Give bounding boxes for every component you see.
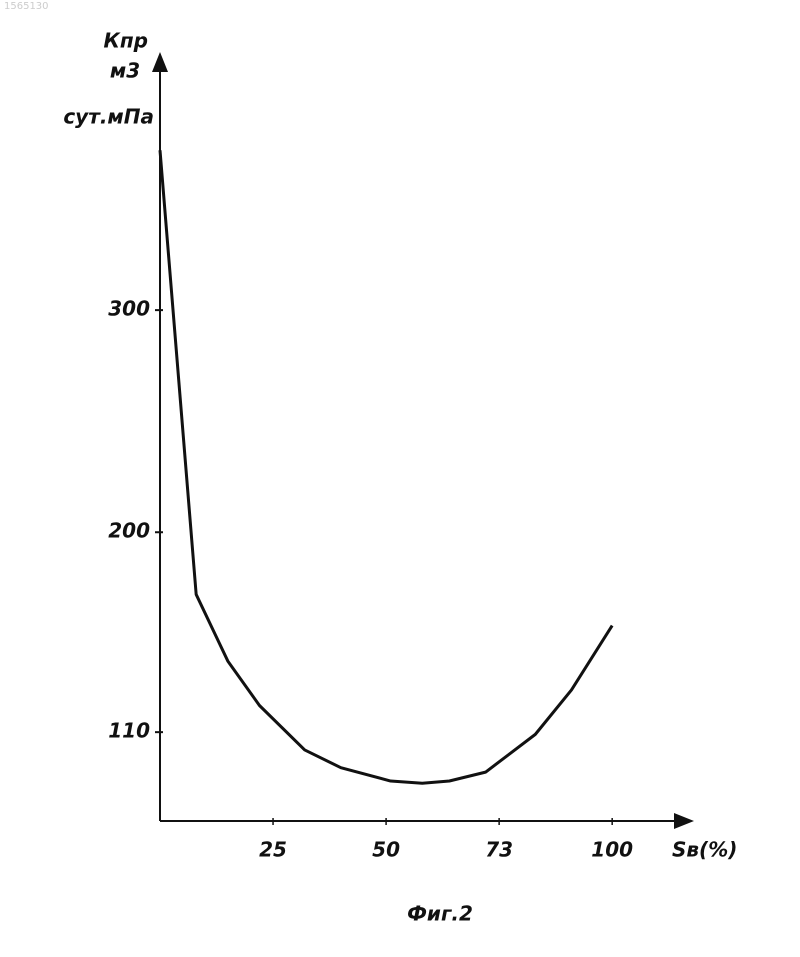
curve bbox=[160, 150, 612, 783]
x-tick-label: 73 bbox=[485, 838, 513, 862]
x-label: Sв(%) bbox=[672, 838, 737, 862]
y-tick-label: 300 bbox=[108, 297, 150, 321]
y-tick-label: 200 bbox=[108, 519, 150, 543]
document-id: 1565130 bbox=[4, 1, 49, 12]
chart: 1565130 Кпр м3 сут.мПа Sв(%) Фиг.2 110 20… bbox=[0, 0, 800, 957]
x-tick-label: 100 bbox=[591, 838, 633, 862]
y-label: м3 bbox=[110, 59, 140, 83]
caption: Фиг.2 bbox=[407, 902, 473, 926]
y-tick-label: 110 bbox=[108, 719, 150, 743]
x-tick-label: 25 bbox=[259, 838, 287, 862]
y-label: сут.мПа bbox=[63, 105, 154, 129]
x-tick-label: 50 bbox=[372, 838, 400, 862]
y-label: Кпр bbox=[104, 29, 148, 53]
